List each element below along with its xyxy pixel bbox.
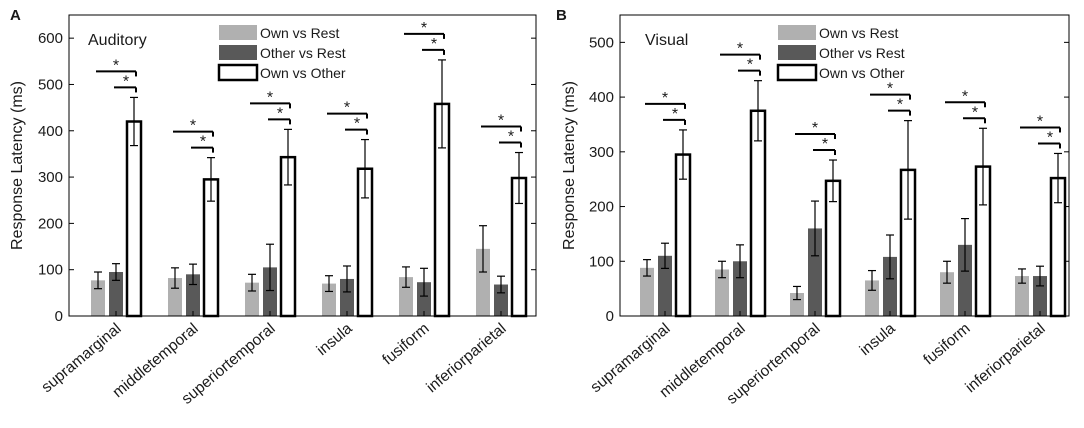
legend-label: Other vs Rest [819, 45, 905, 61]
significance-star: * [113, 57, 119, 74]
legend-label: Own vs Rest [260, 25, 339, 41]
significance-star: * [1047, 129, 1053, 146]
significance-star: * [962, 88, 968, 105]
significance-star: * [972, 104, 978, 121]
significance-star: * [662, 90, 668, 107]
y-axis-label: Response Latency (ms) [9, 81, 26, 250]
bar-other-vs-rest [958, 244, 972, 316]
legend-label: Own vs Rest [819, 25, 898, 41]
significance-star: * [277, 105, 283, 122]
bar-other-vs-rest [340, 278, 354, 316]
panel-letter: A [10, 7, 21, 24]
chart-title: Visual [645, 32, 688, 49]
significance-star: * [267, 89, 273, 106]
bar-other-vs-rest [417, 282, 431, 316]
significance-star: * [200, 134, 206, 151]
y-tick-label: 500 [38, 76, 63, 93]
y-axis-label: Response Latency (ms) [561, 81, 578, 250]
panel-letter: B [556, 7, 567, 24]
significance-star: * [1037, 113, 1043, 130]
x-tick-label: inferiorparietal [962, 320, 1048, 396]
bar-other-vs-rest [658, 255, 672, 316]
significance-star: * [887, 81, 893, 98]
y-tick-label: 600 [38, 30, 63, 47]
bar-other-vs-rest [109, 272, 123, 316]
y-tick-label: 300 [589, 144, 614, 161]
x-tick-label: insula [314, 320, 356, 359]
y-tick-label: 0 [606, 308, 614, 325]
bar-other-vs-rest [263, 267, 277, 316]
y-tick-label: 500 [589, 34, 614, 51]
x-tick-label: inferiorparietal [423, 320, 509, 396]
legend: Own vs Rest Other vs Rest Own vs Other [217, 25, 346, 82]
y-tick-label: 300 [38, 169, 63, 186]
legend-swatch-own-vs-other [217, 63, 259, 82]
legend-label: Own vs Other [260, 65, 346, 81]
y-tick-label: 400 [38, 123, 63, 140]
legend-swatch-other-vs-rest [778, 45, 816, 60]
chart-panel-b: B Visual Response Latency (ms) 0 100 200 300 40… [556, 7, 1070, 408]
significance-star: * [508, 129, 514, 146]
bar-own-vs-other [125, 120, 143, 318]
significance-star: * [737, 41, 743, 58]
significance-star: * [123, 73, 129, 90]
significance-star: * [812, 120, 818, 137]
significance-star: * [897, 97, 903, 114]
x-tick-label: supramarginal [38, 320, 124, 396]
bar-own-vs-rest [1015, 276, 1029, 316]
legend-swatch-own-vs-rest [778, 25, 816, 40]
bar-other-vs-rest [883, 256, 897, 316]
x-tick-label: fusiform [379, 320, 432, 368]
x-tick-label: fusiform [920, 320, 973, 368]
legend-label: Other vs Rest [260, 45, 346, 61]
significance-star: * [344, 100, 350, 117]
y-tick-label: 100 [589, 253, 614, 270]
y-tick-label: 200 [38, 215, 63, 232]
chart-panel-a: A Auditory Response Latency (ms) 0 100 200 300… [9, 7, 537, 408]
significance-star: * [498, 113, 504, 130]
plot-frame [619, 14, 1070, 317]
y-tick-label: 100 [38, 262, 63, 279]
bar-own-vs-rest [865, 280, 879, 316]
bar-own-vs-rest [640, 267, 654, 316]
bar-own-vs-rest [715, 269, 729, 316]
bar-own-vs-rest [168, 278, 182, 316]
chart-title: Auditory [88, 32, 147, 49]
significance-star: * [190, 118, 196, 135]
legend-label: Own vs Other [819, 65, 905, 81]
bar-own-vs-other [749, 109, 767, 318]
legend: Own vs Rest Other vs Rest Own vs Other [776, 25, 905, 82]
bar-own-vs-rest [790, 293, 804, 316]
significance-star: * [431, 36, 437, 53]
legend-swatch-own-vs-rest [219, 25, 257, 40]
significance-star: * [354, 116, 360, 133]
legend-swatch-other-vs-rest [219, 45, 257, 60]
legend-swatch-own-vs-other [776, 63, 818, 82]
bar-other-vs-rest [733, 261, 747, 316]
y-tick-label: 200 [589, 199, 614, 216]
y-tick-label: 400 [589, 89, 614, 106]
significance-star: * [672, 106, 678, 123]
y-tick-label: 0 [55, 308, 63, 325]
x-tick-label: insula [857, 320, 899, 359]
bar-other-vs-rest [808, 228, 822, 316]
bar-own-vs-rest [476, 248, 490, 316]
plot-frame [68, 14, 537, 317]
significance-star: * [747, 57, 753, 74]
significance-star: * [421, 20, 427, 37]
significance-star: * [822, 136, 828, 153]
